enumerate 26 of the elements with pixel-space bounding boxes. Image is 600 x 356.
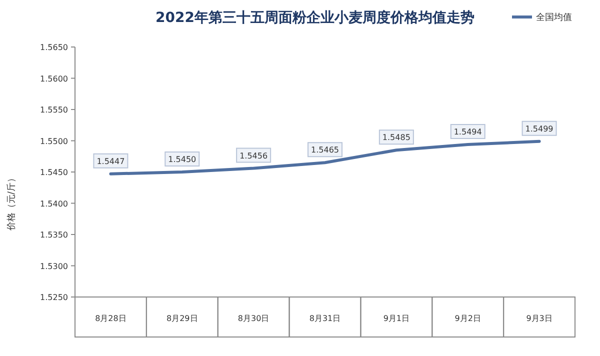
- x-tick-label: 8月30日: [238, 314, 270, 323]
- x-tick-label: 8月29日: [166, 314, 198, 323]
- x-tick-label: 8月31日: [309, 314, 341, 323]
- y-tick-label: 1.5450: [40, 168, 68, 177]
- legend-label: 全国均值: [536, 12, 572, 23]
- y-tick-label: 1.5650: [40, 43, 68, 52]
- data-label: 1.5494: [454, 128, 482, 136]
- x-tick-label: 9月3日: [526, 314, 552, 323]
- data-label: 1.5450: [168, 155, 196, 164]
- x-tick-label: 9月2日: [454, 314, 481, 323]
- chart-title: 2022年第三十五周面粉企业小麦周度价格均值走势: [156, 9, 474, 26]
- y-tick-label: 1.5400: [40, 199, 68, 208]
- y-axis-title: 价格（元/斤）: [6, 173, 17, 232]
- y-tick-label: 1.5350: [40, 230, 68, 240]
- y-tick-label: 1.5250: [40, 293, 68, 302]
- data-label: 1.5447: [96, 156, 125, 166]
- x-tick-label: 9月1日: [383, 314, 410, 323]
- x-tick-label: 8月28日: [95, 314, 126, 323]
- data-label: 1.5485: [382, 133, 410, 142]
- y-tick-label: 1.5500: [40, 136, 68, 146]
- data-label: 1.5499: [525, 124, 554, 134]
- data-label: 1.5456: [240, 151, 268, 160]
- y-tick-label: 1.5550: [40, 106, 68, 114]
- y-tick-label: 1.5300: [40, 262, 68, 271]
- data-label: 1.5465: [311, 146, 339, 155]
- y-tick-label: 1.5600: [40, 74, 68, 84]
